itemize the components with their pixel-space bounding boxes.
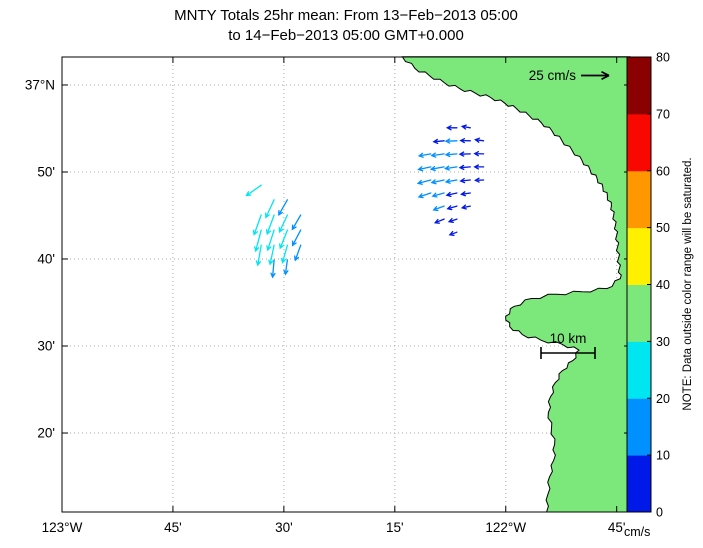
svg-text:20: 20 [656, 392, 670, 406]
svg-text:40': 40' [37, 251, 55, 266]
svg-text:45': 45' [608, 520, 626, 535]
plot-title: MNTY Totals 25hr mean: From 13−Feb−2013 … [62, 6, 630, 47]
svg-text:122°W: 122°W [485, 520, 526, 535]
svg-text:37°N: 37°N [25, 77, 55, 92]
title-line-1: MNTY Totals 25hr mean: From 13−Feb−2013 … [174, 7, 518, 24]
svg-text:30: 30 [656, 335, 670, 349]
reference-arrow-label: 25 cm/s [529, 68, 577, 83]
svg-text:123°W: 123°W [42, 520, 83, 535]
svg-text:50': 50' [37, 165, 55, 180]
colorbar-note: NOTE: Data outside color range will be s… [682, 157, 694, 410]
svg-text:60: 60 [656, 164, 670, 178]
scale-bar [540, 347, 596, 359]
svg-text:40: 40 [656, 278, 670, 292]
svg-text:20': 20' [37, 426, 55, 441]
colorbar-units-label: cm/s [624, 525, 650, 539]
svg-text:50: 50 [656, 221, 670, 235]
scale-bar-label: 10 km [550, 331, 587, 346]
svg-text:0: 0 [656, 506, 663, 520]
svg-text:30': 30' [37, 338, 55, 353]
svg-text:10: 10 [656, 449, 670, 463]
svg-text:45': 45' [164, 520, 182, 535]
svg-text:80: 80 [656, 51, 670, 65]
title-line-2: to 14−Feb−2013 05:00 GMT+0.000 [228, 27, 464, 45]
reference-arrow-icon [581, 71, 610, 80]
svg-text:15': 15' [386, 520, 404, 535]
svg-text:30': 30' [275, 520, 293, 535]
svg-text:70: 70 [656, 107, 670, 121]
